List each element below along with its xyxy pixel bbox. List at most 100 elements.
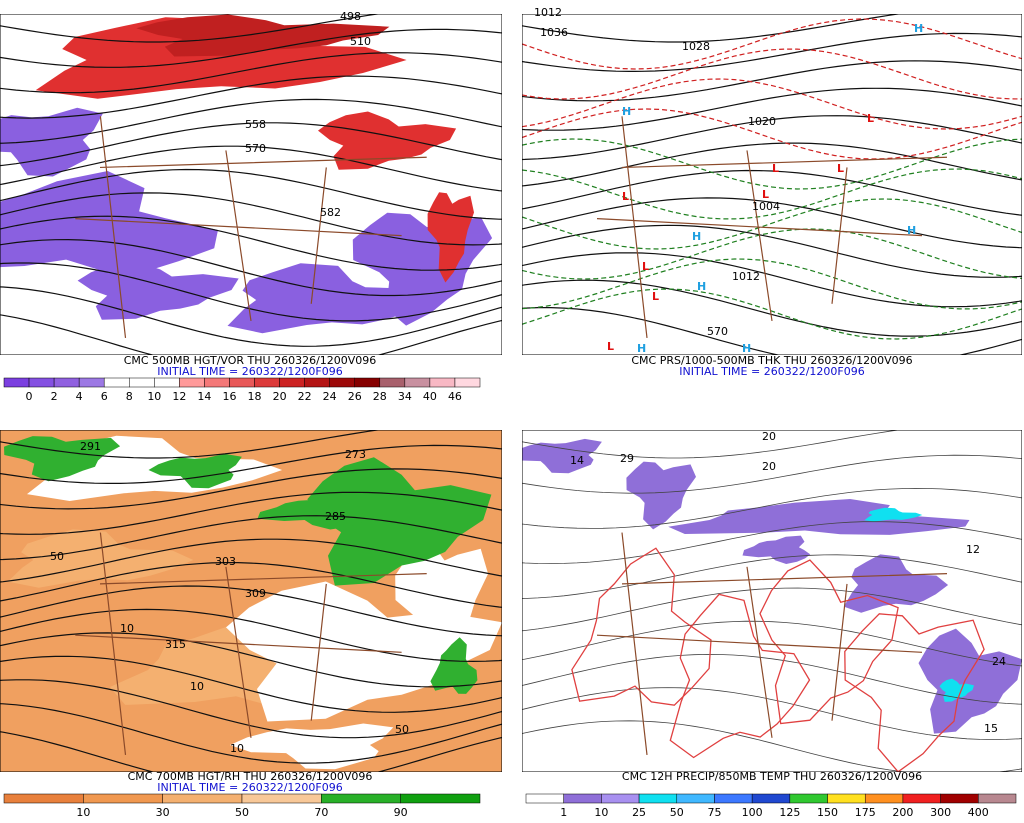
colorbar-label: 22 — [298, 390, 312, 403]
contour-label: 20 — [762, 430, 776, 443]
contour-label: 570 — [245, 142, 266, 155]
colorbar-box — [79, 378, 104, 387]
colorbar-label: 75 — [707, 806, 721, 819]
colorbar-box — [280, 378, 305, 387]
contour-label: 10 — [230, 742, 244, 755]
contour-label: 15 — [984, 722, 998, 735]
colorbar-label: 70 — [314, 806, 328, 819]
low-pressure: L — [607, 340, 614, 353]
map-panel — [509, 422, 1024, 775]
colorbar-box — [639, 794, 677, 803]
colorbar-label: 8 — [126, 390, 133, 403]
colorbar-box — [564, 794, 602, 803]
colorbar-box — [330, 378, 355, 387]
initial-time: INITIAL TIME = 260322/1200F096 — [157, 365, 342, 378]
colorbar-box — [828, 794, 866, 803]
panel-caption: CMC 12H PRECIP/850MB TEMP THU 260326/120… — [622, 770, 922, 783]
contour-label: 12 — [966, 543, 980, 556]
colorbar-box — [305, 378, 330, 387]
colorbar-label: 30 — [156, 806, 170, 819]
high-pressure: H — [697, 280, 706, 293]
colorbar-box — [526, 794, 564, 803]
colorbar-box — [179, 378, 204, 387]
colorbar-box — [903, 794, 941, 803]
colorbar-box — [229, 378, 254, 387]
contour-label: 1012 — [732, 270, 760, 283]
colorbar-label: 28 — [373, 390, 387, 403]
colorbar-label: 20 — [273, 390, 287, 403]
colorbar-label: 200 — [892, 806, 913, 819]
colorbar-box — [4, 794, 83, 803]
colorbar-box — [714, 794, 752, 803]
map-background — [522, 14, 1022, 355]
colorbar-label: 300 — [930, 806, 951, 819]
colorbar-label: 16 — [222, 390, 236, 403]
colorbar-label: 50 — [235, 806, 249, 819]
colorbar-label: 1 — [560, 806, 567, 819]
contour-label: 50 — [50, 550, 64, 563]
initial-time: INITIAL TIME = 260322/1200F096 — [679, 365, 864, 378]
colorbar-box — [54, 378, 79, 387]
high-pressure: H — [692, 230, 701, 243]
contour-label: 273 — [345, 448, 366, 461]
contour-label: 1036 — [540, 26, 568, 39]
colorbar-box — [355, 378, 380, 387]
contour-label: 558 — [245, 118, 266, 131]
colorbar-box — [129, 378, 154, 387]
low-pressure: L — [837, 162, 844, 175]
colorbar-box — [255, 378, 280, 387]
colorbar-label: 50 — [670, 806, 684, 819]
high-pressure: H — [914, 22, 923, 35]
colorbar-box — [941, 794, 979, 803]
colorbar-label: 6 — [101, 390, 108, 403]
colorbar-label: 34 — [398, 390, 412, 403]
contour-label: 1028 — [682, 40, 710, 53]
colorbar-label: 12 — [172, 390, 186, 403]
colorbar-box — [405, 378, 430, 387]
contour-label: 50 — [395, 723, 409, 736]
colorbar-box — [154, 378, 179, 387]
low-pressure: L — [652, 290, 659, 303]
map-panel — [0, 6, 512, 372]
colorbar-label: 4 — [76, 390, 83, 403]
colorbar-box — [752, 794, 790, 803]
colorbar-label: 0 — [26, 390, 33, 403]
contour-label: 1012 — [534, 6, 562, 19]
colorbar-label: 125 — [779, 806, 800, 819]
contour-label: 510 — [350, 35, 371, 48]
low-pressure: L — [867, 112, 874, 125]
map-panel — [0, 422, 512, 789]
colorbar-label: 10 — [76, 806, 90, 819]
initial-time: INITIAL TIME = 260322/1200F096 — [157, 781, 342, 794]
contour-label: 309 — [245, 587, 266, 600]
colorbar-box — [321, 794, 400, 803]
colorbar-box — [677, 794, 715, 803]
contour-label: 14 — [570, 454, 584, 467]
colorbar-label: 14 — [197, 390, 211, 403]
colorbar-box — [242, 794, 321, 803]
colorbar-box — [163, 794, 242, 803]
colorbar-box — [978, 794, 1016, 803]
contour-label: 291 — [80, 440, 101, 453]
colorbar-box — [430, 378, 455, 387]
colorbar-label: 46 — [448, 390, 462, 403]
colorbar-box — [865, 794, 903, 803]
high-pressure: H — [907, 224, 916, 237]
colorbar-box — [4, 378, 29, 387]
low-pressure: L — [642, 260, 649, 273]
colorbar-box — [83, 794, 162, 803]
colorbar-box — [790, 794, 828, 803]
colorbar-label: 2 — [51, 390, 58, 403]
colorbar-label: 18 — [248, 390, 262, 403]
contour-label: 498 — [340, 10, 361, 23]
low-pressure: L — [622, 190, 629, 203]
colorbar-label: 26 — [348, 390, 362, 403]
colorbar-label: 150 — [817, 806, 838, 819]
colorbar-box — [29, 378, 54, 387]
colorbar-label: 10 — [147, 390, 161, 403]
colorbar-box — [104, 378, 129, 387]
contour-label: 20 — [762, 460, 776, 473]
colorbar-label: 10 — [594, 806, 608, 819]
colorbar-box — [455, 378, 480, 387]
